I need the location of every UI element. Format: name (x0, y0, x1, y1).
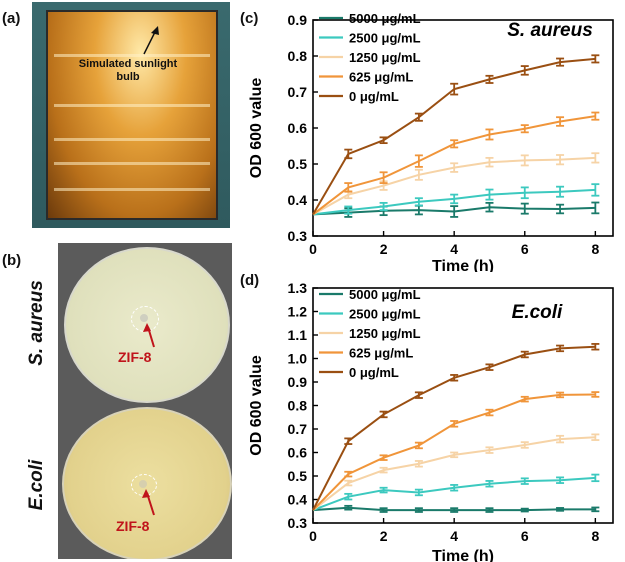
panel-label-b: (b) (2, 252, 22, 269)
x-tick-label: 4 (450, 528, 458, 544)
y-tick-label: 0.9 (288, 12, 308, 28)
side-label-e-coli: E.coli (26, 459, 47, 511)
bulb-annotation: Simulated sunlight bulb (78, 58, 178, 83)
bulb-arrow-icon (143, 26, 159, 55)
panel-label-d: (d) (240, 272, 260, 289)
y-tick-label: 0.4 (288, 192, 308, 208)
y-tick-label: 0.6 (288, 120, 308, 136)
x-tick-label: 2 (380, 528, 388, 544)
chart-s-aureus: 0.3 0.4 0.5 0.6 0.7 0.8 0.9 0 2 4 6 8 Time (h) OD 600… (248, 11, 614, 272)
chart-e-coli: 0.3 0.4 0.5 0.6 0.7 0.8 0.9 1.0 1.1 1.2 1.3 0 2 4 6 8 Ti… (248, 280, 614, 562)
y-tick-label: 0.3 (288, 228, 308, 244)
y-tick-label: 1.3 (288, 280, 308, 296)
x-tick-label: 8 (591, 241, 599, 257)
x-tick-label: 2 (380, 241, 388, 257)
y-tick-label: 0.7 (288, 84, 308, 100)
incubator-photo: Simulated sunlight bulb (32, 2, 230, 228)
x-axis-label: Time (h) (432, 258, 494, 272)
y-tick-label: 0.9 (288, 374, 308, 390)
x-tick-label: 0 (309, 241, 317, 257)
x-tick-label: 8 (591, 528, 599, 544)
y-axis-label: OD 600 value (248, 78, 265, 179)
y-tick-label: 0.4 (288, 492, 308, 508)
series-line (312, 476, 596, 512)
y-tick-label: 0.6 (288, 445, 308, 461)
legend-label: 625 μg/mL (349, 70, 413, 85)
x-tick-label: 6 (521, 241, 529, 257)
y-tick-label: 0.8 (288, 48, 308, 64)
panel-label-c: (c) (240, 10, 259, 27)
series-line (312, 436, 596, 511)
legend-label: 1250 μg/mL (349, 50, 421, 65)
legend-label: 1250 μg/mL (349, 326, 421, 341)
chart-title: E.coli (512, 302, 563, 323)
y-tick-label: 1.1 (288, 327, 308, 343)
legend-label: 2500 μg/mL (349, 31, 421, 46)
y-tick-label: 0.7 (288, 421, 308, 437)
x-tick-label: 0 (309, 528, 317, 544)
x-axis-label: Time (h) (432, 548, 494, 562)
x-tick-label: 4 (450, 241, 458, 257)
zif-disc-top (140, 314, 148, 322)
legend-label: 2500 μg/mL (349, 307, 421, 322)
legend-label: 5000 μg/mL (349, 287, 421, 302)
side-label-s-aureus: S. aureus (26, 280, 47, 366)
zif-label-bottom: ZIF-8 (116, 518, 150, 534)
agar-plates-photo: ZIF-8 ZIF-8 (58, 243, 232, 559)
panel-label-a: (a) (2, 10, 21, 27)
zif-label-top: ZIF-8 (118, 349, 152, 365)
legend-label: 0 μg/mL (349, 365, 399, 380)
legend-label: 625 μg/mL (349, 346, 413, 361)
y-axis-label: OD 600 value (248, 355, 265, 456)
y-tick-label: 1.2 (288, 304, 308, 320)
y-tick-label: 0.3 (288, 515, 308, 531)
y-tick-label: 0.5 (288, 468, 308, 484)
zif-arrow-icons (142, 323, 155, 516)
legend-label: 5000 μg/mL (349, 11, 421, 26)
y-tick-label: 0.8 (288, 398, 308, 414)
chart-title: S. aureus (507, 20, 593, 41)
y-tick-label: 1.0 (288, 351, 308, 367)
incubator-chamber (46, 10, 218, 220)
legend-label: 0 μg/mL (349, 89, 399, 104)
x-tick-label: 6 (521, 528, 529, 544)
zif-disc-bottom (139, 480, 147, 488)
y-tick-label: 0.5 (288, 156, 308, 172)
